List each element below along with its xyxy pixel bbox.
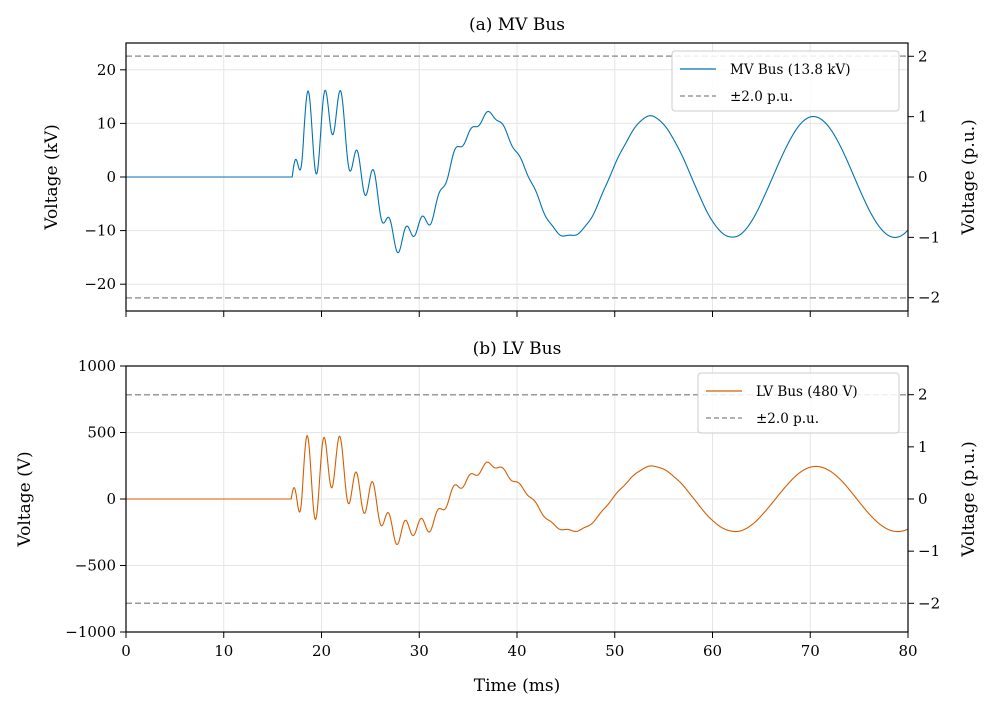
y-tick-label: 1000 — [78, 357, 116, 375]
y-tick-label-right: −2 — [918, 289, 940, 307]
panel-b-title: (b) LV Bus — [473, 339, 562, 359]
y-tick-label-right: 2 — [918, 386, 928, 404]
lv-bus-line — [126, 435, 908, 546]
y-tick-label: 20 — [97, 61, 116, 79]
y-tick-label-right: 1 — [918, 438, 928, 456]
x-tick-label: 30 — [410, 642, 429, 660]
legend-lv-ref-label: ±2.0 p.u. — [756, 411, 819, 427]
legend-mv-label: MV Bus (13.8 kV) — [730, 62, 851, 78]
y-tick-label: −500 — [75, 557, 116, 575]
panel-b-legend-box — [697, 372, 900, 434]
panel-b-ylabel-right: Voltage (p.u.) — [959, 441, 979, 558]
y-tick-label: 10 — [97, 114, 116, 132]
panel-b-ylabel: Voltage (V) — [15, 451, 35, 547]
x-tick-label: 40 — [507, 642, 526, 660]
x-tick-label: 20 — [312, 642, 331, 660]
y-tick-label-right: −1 — [918, 542, 940, 560]
x-tick-label: 50 — [605, 642, 624, 660]
y-tick-label-right: −2 — [918, 594, 940, 612]
x-tick-label: 60 — [703, 642, 722, 660]
y-tick-label-right: 1 — [918, 108, 928, 126]
y-tick-label: −20 — [84, 275, 116, 293]
panel-a-title: (a) MV Bus — [469, 15, 565, 35]
panel-b-ticks: 0 10 20 30 40 50 60 70 80 −1000 −500 0 500 1000 −2 −1 0 1… — [65, 357, 940, 660]
y-tick-label-right: 0 — [918, 168, 928, 186]
y-tick-label: 0 — [106, 168, 116, 186]
x-tick-label: 70 — [801, 642, 820, 660]
panel-a-legend-box — [671, 50, 900, 112]
panel-a-ylabel: Voltage (kV) — [42, 124, 62, 231]
y-tick-label-right: 2 — [918, 47, 928, 65]
y-tick-label-right: 0 — [918, 490, 928, 508]
panel-b-legend: LV Bus (480 V) ±2.0 p.u. — [697, 372, 900, 434]
legend-lv-label: LV Bus (480 V) — [756, 384, 858, 400]
y-tick-label: −1000 — [65, 623, 116, 641]
x-tick-label: 0 — [121, 642, 131, 660]
legend-mv-ref-label: ±2.0 p.u. — [730, 89, 793, 105]
mv-bus-line — [126, 89, 908, 254]
panel-a-ylabel-right: Voltage (p.u.) — [959, 119, 979, 236]
x-tick-label: 10 — [214, 642, 233, 660]
y-tick-label: 0 — [106, 490, 116, 508]
x-axis-label: Time (ms) — [474, 676, 560, 696]
y-tick-label: −10 — [84, 222, 116, 240]
x-tick-label: 80 — [898, 642, 917, 660]
y-tick-label: 500 — [87, 424, 116, 442]
panel-b: (b) LV Bus 0 10 20 30 40 50 60 70 80−1000−500050… — [15, 339, 979, 696]
panel-a-legend: MV Bus (13.8 kV) ±2.0 p.u. — [671, 50, 900, 112]
y-tick-label-right: −1 — [918, 228, 940, 246]
